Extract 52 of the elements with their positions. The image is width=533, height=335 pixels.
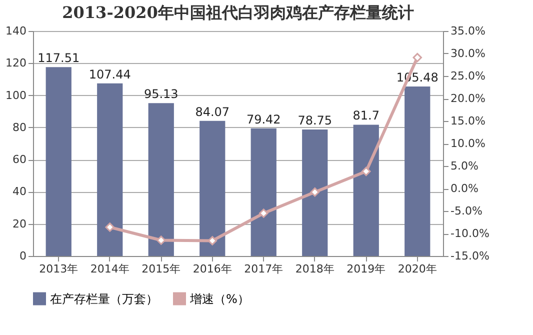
x-tick-label: 2017年 (244, 262, 284, 276)
y2-tick-label: 5.0% (450, 160, 478, 172)
data-label: 95.13 (144, 87, 178, 102)
bar (353, 124, 379, 256)
y-tick-label: 80 (12, 120, 26, 134)
x-tick-label: 2020年 (398, 262, 437, 276)
x-tick-label: 2016年 (192, 262, 232, 276)
y2-tick-label: 10.0% (450, 137, 486, 150)
x-tick-label: 2014年 (90, 262, 130, 276)
x-tick-label: 2015年 (142, 262, 181, 276)
bar (302, 129, 328, 256)
point (208, 236, 217, 246)
legend-label: 增速（%） (189, 292, 250, 306)
y2-tick-label: 0.0% (450, 182, 478, 195)
y-tick-label: 40 (12, 185, 26, 198)
y2-tick-label: -5.0% (450, 204, 482, 218)
bar (250, 128, 276, 256)
y-tick-label: 0 (20, 250, 26, 262)
point (259, 208, 268, 218)
x-tick-label: 2019年 (346, 262, 386, 276)
y2-tick-label: 20.0% (450, 92, 486, 105)
data-label: 78.75 (298, 113, 332, 128)
y-tick-label: 140 (6, 24, 26, 38)
bar (404, 86, 430, 256)
point (310, 187, 320, 197)
y-tick-label: 60 (12, 153, 26, 166)
y2-tick-label: 35.0% (450, 24, 486, 38)
bar (200, 120, 226, 256)
bar (97, 83, 123, 256)
legend-label: 在产存栏量（万套） (50, 292, 158, 306)
point (412, 52, 422, 62)
y-tick-label: 20 (12, 217, 26, 230)
y-tick-label: 120 (6, 56, 26, 70)
point (362, 166, 371, 176)
y2-tick-label: 15.0% (450, 114, 486, 128)
x-tick-label: 2018年 (295, 262, 334, 276)
bar (148, 103, 174, 256)
point (105, 222, 114, 232)
data-label: 81.7 (352, 108, 380, 123)
chart-title: 2013-2020年中国祖代白羽肉鸡在产存栏量统计 (62, 3, 414, 22)
x-tick-label: 2013年 (39, 262, 78, 276)
data-label: 84.07 (195, 104, 230, 119)
y-tick-label: 100 (6, 88, 26, 102)
point (156, 236, 166, 245)
data-label: 117.51 (38, 51, 80, 66)
y2-tick-label: 25.0% (450, 70, 486, 82)
data-label: 79.42 (246, 112, 281, 126)
y2-tick-label: 30.0% (450, 47, 486, 60)
y2-tick-label: -15.0% (450, 250, 490, 262)
data-label: 107.44 (88, 67, 131, 82)
bar (46, 67, 72, 256)
y2-tick-label: -10.0% (450, 227, 490, 240)
